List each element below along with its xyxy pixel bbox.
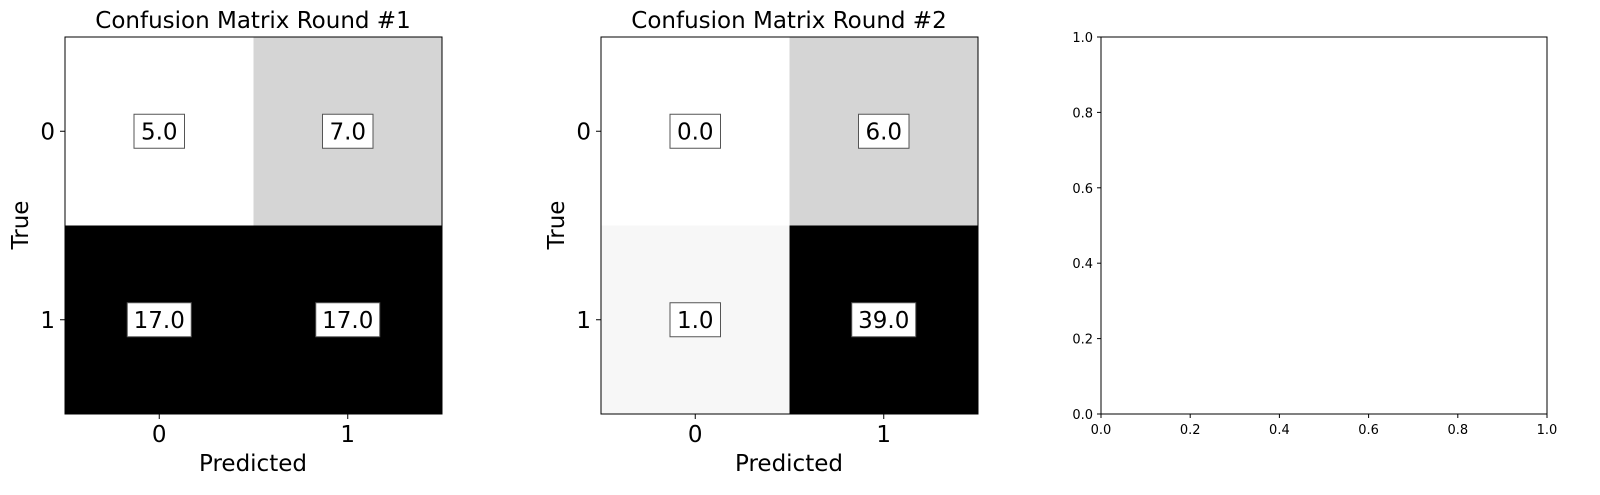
plot-frame — [1100, 36, 1548, 415]
y-tick-label: 0 — [40, 119, 55, 145]
heatmap-cells: 5.0 7.0 17.0 17.0 — [65, 37, 442, 414]
cell-value-label-0-1: 6.0 — [865, 119, 902, 145]
y-axis-label: True — [8, 201, 34, 251]
x-tick-label: 0.4 — [1269, 423, 1290, 438]
x-tick-label: 0.8 — [1447, 423, 1468, 438]
cell-label-box-1-1 — [315, 302, 381, 338]
x-tick-label: 1.0 — [1537, 423, 1558, 438]
x-tick-label: 0.0 — [1091, 423, 1112, 438]
cell-label-box-1-1 — [851, 302, 917, 338]
x-axis-label: Predicted — [199, 451, 307, 477]
y-ticks: 01 — [576, 119, 601, 334]
heatmap-cells: 0.0 6.0 1.0 39.0 — [601, 37, 978, 414]
x-tick-label: 0.6 — [1358, 423, 1379, 438]
x-tick-label: 0.2 — [1180, 423, 1201, 438]
x-axis-label: Predicted — [735, 451, 843, 477]
cell-label-box-1-0 — [669, 302, 721, 338]
y-ticks: 0.0 0.2 0.4 0.6 0.8 1.0 — [1072, 31, 1101, 423]
empty-axes: 0.0 0.2 0.4 0.6 0.8 1.0 0.0 0.2 0.4 0.6 0.8 1.0 — [1072, 31, 1557, 438]
y-ticks: 01 — [40, 119, 65, 334]
cell-value-label-0-0: 5.0 — [141, 119, 178, 145]
confusion-matrix-1: Confusion Matrix Round #1 5.0 7.0 17.0 17.0… — [8, 8, 443, 477]
cell-value-label-0-0: 0.0 — [677, 119, 714, 145]
y-tick-label: 1.0 — [1072, 31, 1093, 46]
cell-value-label-1-0: 17.0 — [134, 308, 185, 334]
y-tick-label: 1 — [576, 308, 591, 334]
y-tick-label: 0.2 — [1072, 333, 1093, 348]
y-tick-label: 0.8 — [1072, 106, 1093, 121]
plot-frame — [600, 36, 979, 415]
cell-label-box-0-1 — [322, 113, 374, 149]
x-ticks: 0.0 0.2 0.4 0.6 0.8 1.0 — [1091, 414, 1558, 438]
y-axis-label: True — [544, 201, 570, 251]
cell-value-label-1-1: 39.0 — [858, 308, 909, 334]
cell-value-label-1-1: 17.0 — [322, 308, 373, 334]
plot-frame — [64, 36, 443, 415]
y-tick-label: 0 — [576, 119, 591, 145]
x-tick-label: 0 — [688, 422, 703, 448]
y-tick-label: 0.6 — [1072, 182, 1093, 197]
cell-label-box-0-1 — [858, 113, 910, 149]
confusion-matrix-2: Confusion Matrix Round #2 0.0 6.01.0 39.0 … — [544, 8, 979, 477]
x-tick-label: 0 — [152, 422, 167, 448]
y-tick-label: 0.0 — [1072, 408, 1093, 423]
cell-label-box-0-0 — [669, 113, 721, 149]
cell-label-box-1-0 — [126, 302, 192, 338]
cell-value-label-1-0: 1.0 — [677, 308, 714, 334]
chart-title: Confusion Matrix Round #2 — [631, 8, 946, 34]
y-tick-label: 0.4 — [1072, 257, 1093, 272]
chart-title: Confusion Matrix Round #1 — [95, 8, 410, 34]
cell-value-label-0-1: 7.0 — [329, 119, 366, 145]
cell-label-box-0-0 — [133, 113, 185, 149]
x-tick-label: 1 — [876, 422, 891, 448]
y-tick-label: 1 — [40, 308, 55, 334]
x-tick-label: 1 — [340, 422, 355, 448]
